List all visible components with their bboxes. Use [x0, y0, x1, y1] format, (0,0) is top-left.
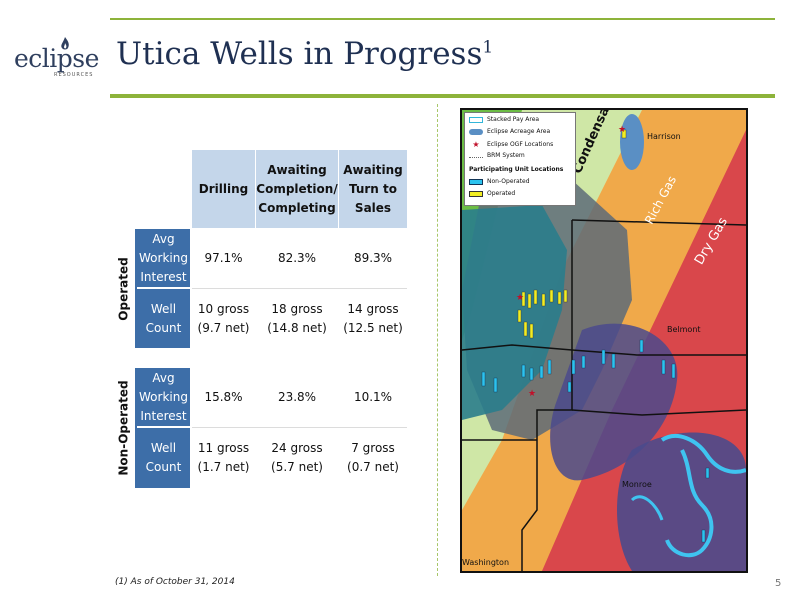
cell-nonop-count-drilling: 11 gross (1.7 net)	[197, 441, 250, 474]
flame-icon	[61, 37, 69, 50]
legend-item-brm: BRM System	[469, 152, 525, 159]
header-drilling: Drilling	[192, 150, 255, 228]
cell-nonop-count-sales: 7 gross (0.7 net)	[347, 441, 399, 474]
star-icon: ★	[472, 140, 480, 149]
cell-nonop-interest-completion: 23.8%	[277, 389, 317, 404]
page-number: 5	[775, 578, 782, 589]
row-label-well-count: Well Count	[137, 289, 190, 348]
header-awaiting-turn-to-sales: Awaiting Turn to Sales	[339, 150, 407, 228]
operated-swatch-icon	[469, 190, 483, 197]
row-separator	[192, 427, 407, 428]
cell-operated-interest-drilling: 97.1%	[204, 250, 243, 265]
legend-heading-participating: Participating Unit Locations	[469, 166, 564, 173]
cell-operated-count-completion: 18 gross (14.8 net)	[267, 301, 327, 335]
eclipse-logo: eclipse	[14, 44, 99, 73]
svg-text:★: ★	[516, 293, 524, 303]
county-label-belmont: Belmont	[667, 325, 701, 334]
county-label-harrison: Harrison	[647, 132, 681, 141]
county-label-monroe: Monroe	[622, 480, 652, 489]
section-label-operated: Operated	[113, 229, 137, 348]
header-bottom-rule	[110, 94, 775, 98]
row-label-well-count: Well Count	[137, 428, 190, 488]
page-title: Utica Wells in Progress1	[116, 36, 494, 72]
legend-item-ogf: ★ Eclipse OGF Locations	[469, 140, 553, 149]
footnote: (1) As of October 31, 2014	[115, 577, 235, 587]
county-label-washington: Washington	[462, 558, 510, 567]
svg-text:★: ★	[528, 389, 536, 399]
legend-item-non-operated: Non-Operated	[469, 178, 530, 185]
cell-operated-interest-sales: 89.3%	[353, 250, 393, 265]
cell-nonop-count-completion: 24 gross (5.7 net)	[271, 441, 323, 474]
svg-text:★: ★	[618, 125, 626, 135]
header-awaiting-completion: Awaiting Completion/Completing	[256, 150, 338, 228]
eclipse-logo-subtitle: RESOURCES	[54, 72, 94, 78]
non-operated-swatch-icon	[469, 178, 483, 185]
cell-nonop-interest-drilling: 15.8%	[204, 389, 243, 404]
stacked-pay-swatch-icon	[469, 116, 483, 123]
column-divider	[437, 104, 438, 576]
map-legend: Stacked Pay Area Eclipse Acreage Area ★ …	[464, 112, 576, 206]
legend-item-operated: Operated	[469, 190, 515, 197]
brm-line-icon	[469, 154, 483, 158]
cell-operated-interest-completion: 82.3%	[277, 250, 317, 265]
row-separator	[192, 288, 407, 289]
header-top-rule	[110, 18, 775, 20]
cell-operated-count-sales: 14 gross (12.5 net)	[343, 301, 403, 335]
cell-operated-count-drilling: 10 gross (9.7 net)	[197, 301, 250, 335]
legend-item-stacked-pay: Stacked Pay Area	[469, 116, 539, 123]
acreage-swatch-icon	[469, 128, 483, 135]
row-label-avg-working-interest: Avg Working Interest	[137, 368, 190, 426]
cell-nonop-interest-sales: 10.1%	[353, 389, 393, 404]
row-label-avg-working-interest: Avg Working Interest	[137, 229, 190, 287]
legend-item-acreage: Eclipse Acreage Area	[469, 128, 550, 135]
section-label-non-operated: Non-Operated	[113, 368, 137, 488]
